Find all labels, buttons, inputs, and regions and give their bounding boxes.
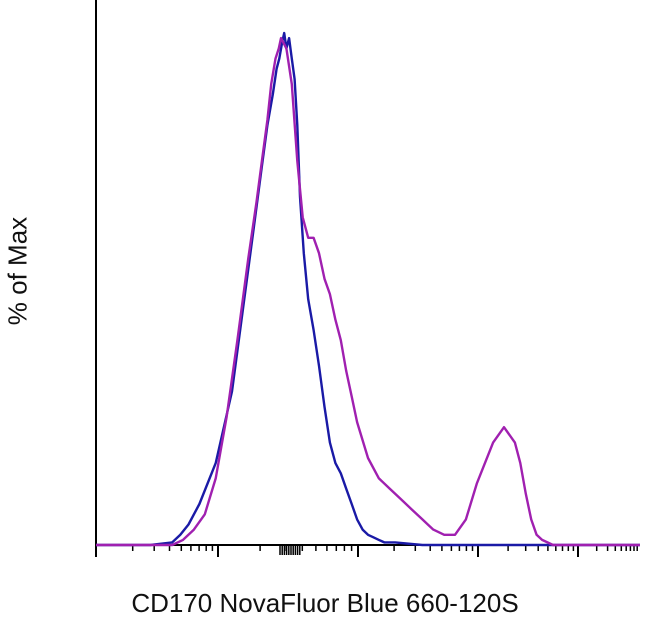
series-line-1: [96, 31, 640, 547]
series-line-2: [96, 36, 640, 547]
y-axis-label: % of Max: [2, 216, 33, 326]
x-axis-label: CD170 NovaFluor Blue 660-120S: [131, 588, 519, 618]
